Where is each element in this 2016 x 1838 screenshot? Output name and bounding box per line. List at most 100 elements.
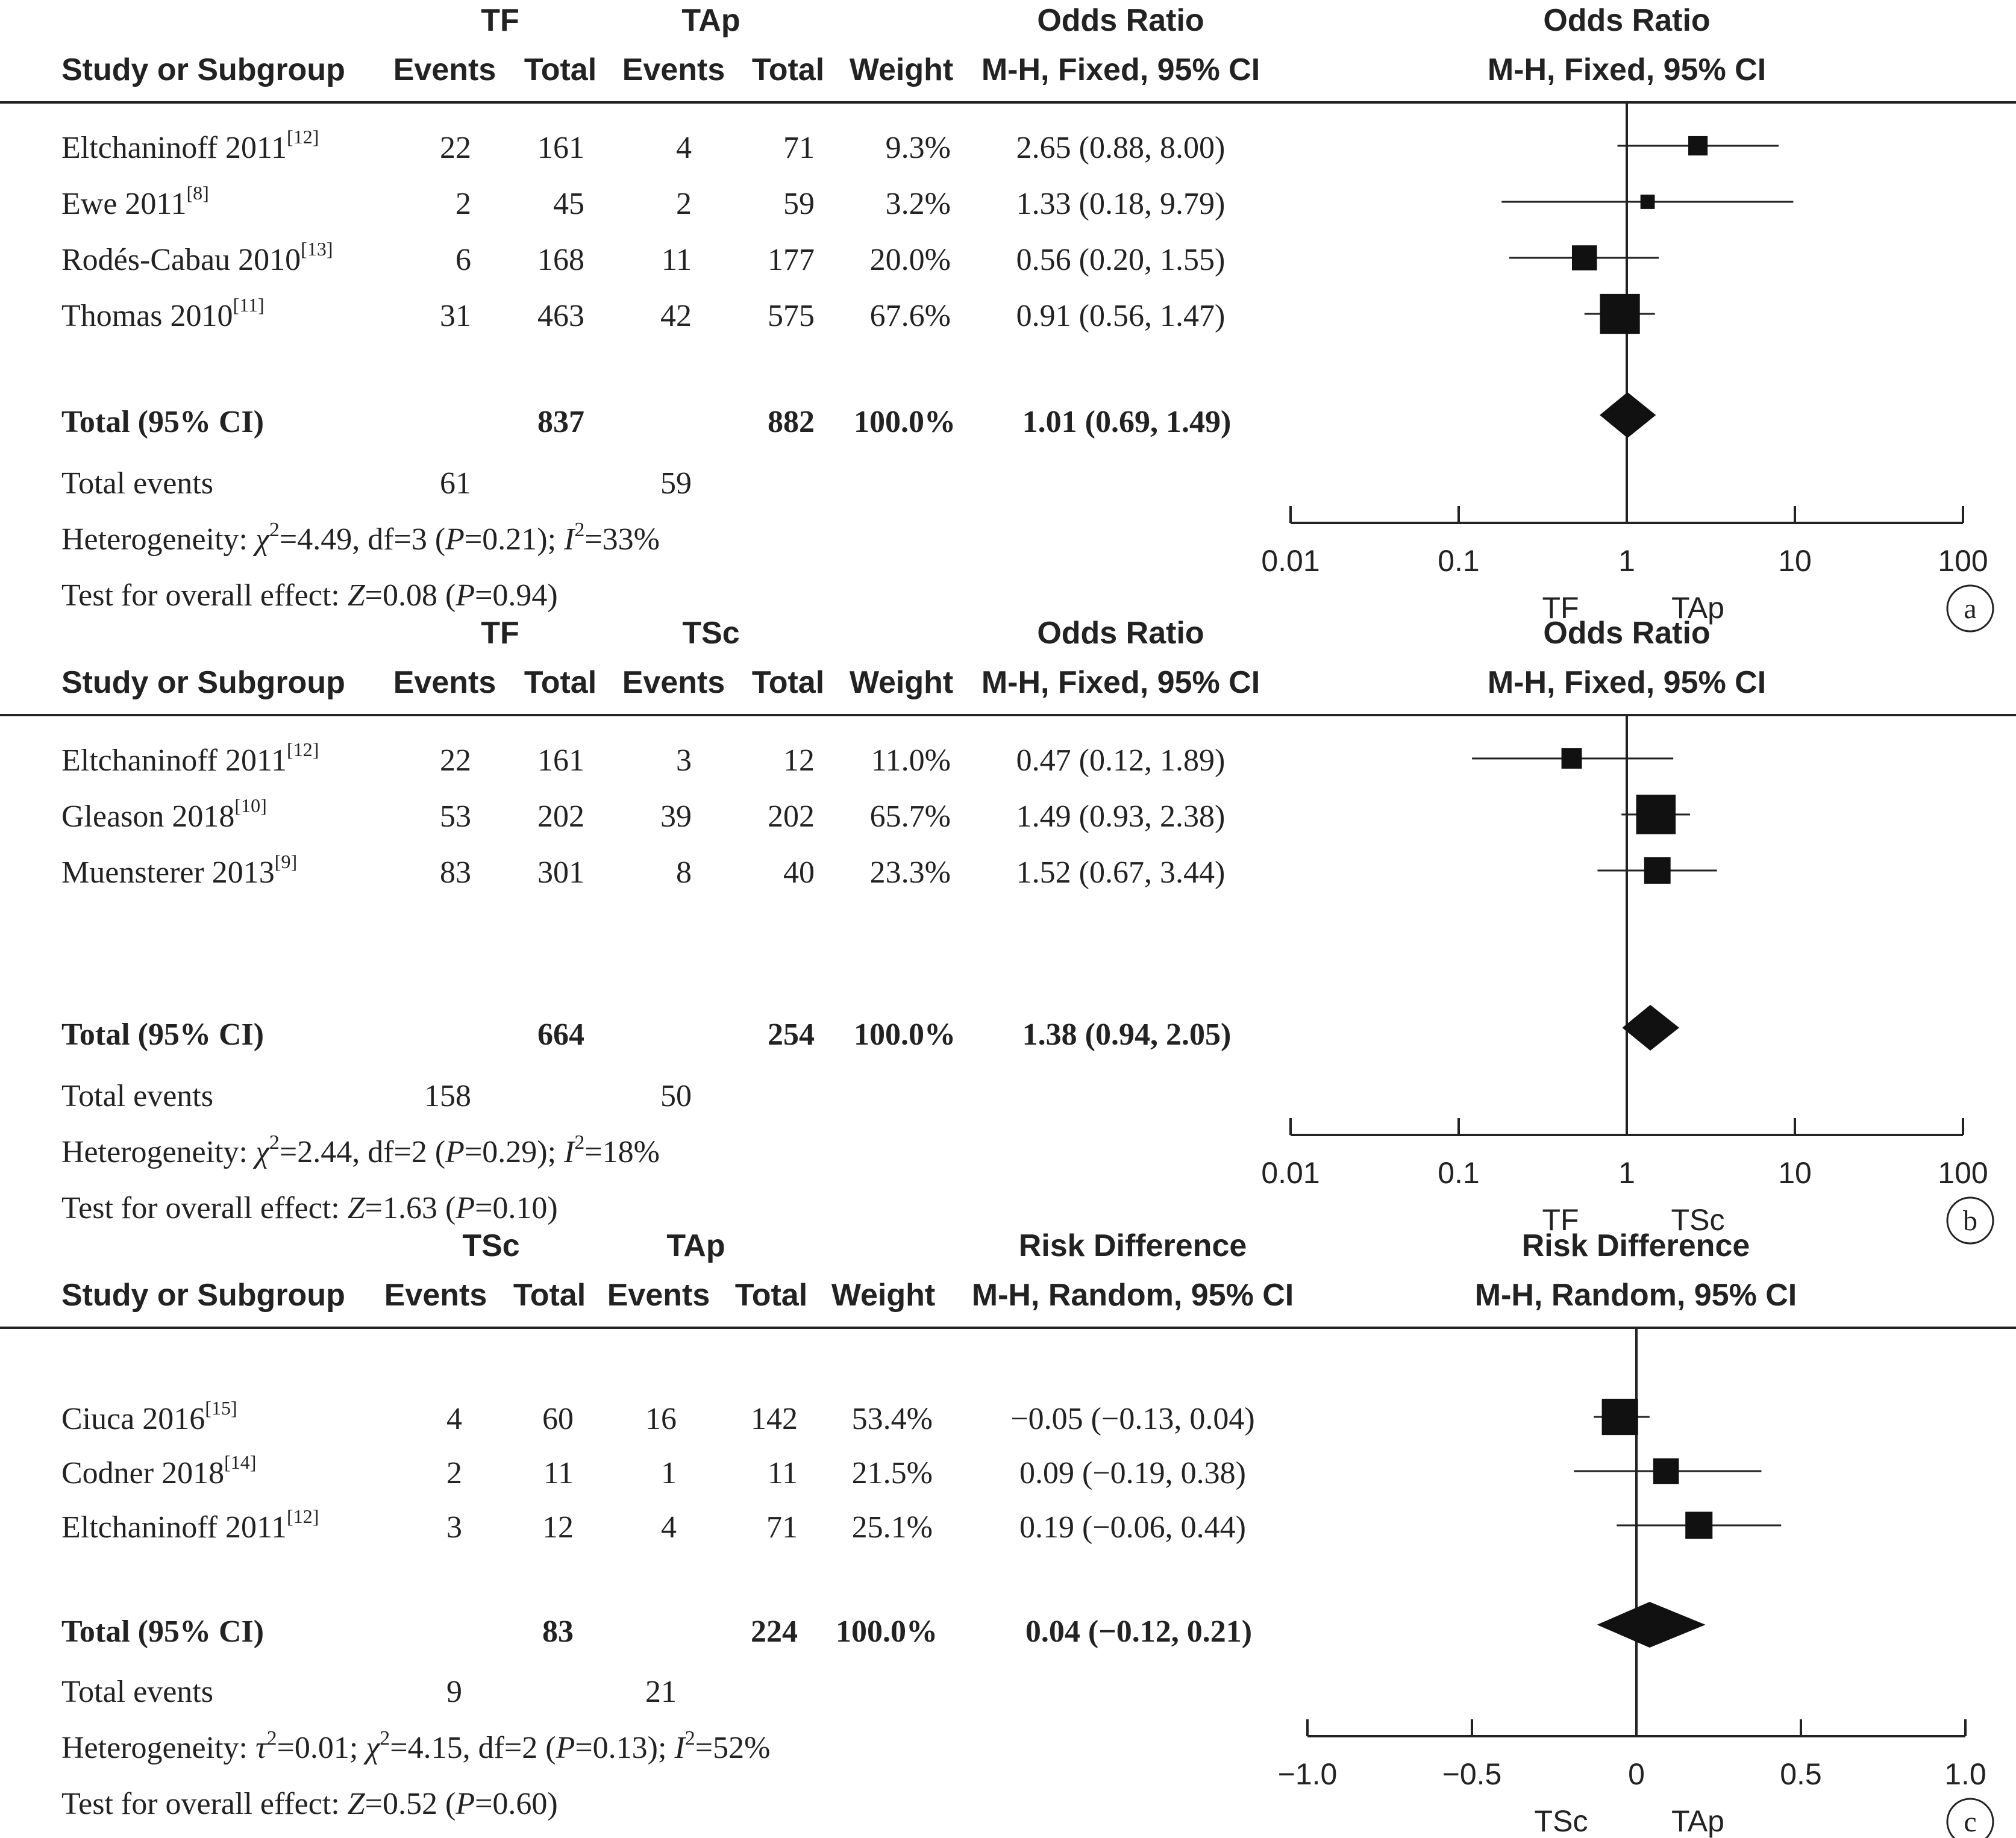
total-events2: 50 bbox=[660, 1079, 692, 1113]
forest-plot-a: 0.01 0.1 1 10 100 TF TAp a bbox=[1261, 101, 1994, 633]
effect-measure-header: Odds Ratio bbox=[1037, 616, 1204, 651]
total-events2: 59 bbox=[660, 466, 692, 501]
forest-panel-b: TF TSc Odds Ratio Odds Ratio Study or Subgro… bbox=[0, 613, 2016, 1245]
study-name-text: Eltchaninoff 2011 bbox=[61, 743, 287, 778]
x-tick-label: 0.1 bbox=[1438, 544, 1480, 578]
header-rule bbox=[0, 1327, 2016, 1329]
events2-value: 39 bbox=[660, 799, 692, 834]
x-tick-label: 1.0 bbox=[1944, 1757, 1986, 1791]
study-name: Codner 2018[14] bbox=[61, 1452, 256, 1489]
effect-ci-value: −0.05 (−0.13, 0.04) bbox=[1010, 1402, 1255, 1436]
events1-value: 2 bbox=[455, 187, 471, 221]
total2-value: 202 bbox=[768, 799, 815, 834]
events1-column-header: Events bbox=[393, 52, 496, 87]
total1-sum: 83 bbox=[542, 1615, 574, 1649]
x-tick-label: 0.01 bbox=[1261, 544, 1319, 578]
forest-plot-c: −1.0 −0.5 0 0.5 1.0 TSc TAp c bbox=[1278, 1327, 1994, 1838]
study-name: Muensterer 2013[9] bbox=[61, 852, 297, 889]
study-reference: [13] bbox=[301, 238, 333, 260]
effect-ci-value: 1.52 (0.67, 3.44) bbox=[1016, 855, 1226, 890]
total1-column-header: Total bbox=[524, 52, 597, 87]
weight-value: 53.4% bbox=[851, 1402, 933, 1436]
x-tick-label: 10 bbox=[1778, 544, 1812, 578]
weight-value: 65.7% bbox=[869, 799, 951, 834]
plot-measure-header: Risk Difference bbox=[1521, 1228, 1750, 1263]
study-estimate-marker bbox=[1640, 195, 1655, 209]
total2-sum: 254 bbox=[768, 1017, 815, 1052]
events1-value: 3 bbox=[446, 1510, 462, 1545]
forest-plot-b: 0.01 0.1 1 10 100 TF TSc b bbox=[1261, 714, 1994, 1245]
total1-value: 202 bbox=[537, 799, 584, 834]
study-estimate-marker bbox=[1561, 748, 1582, 769]
x-tick-label: 100 bbox=[1938, 544, 1988, 578]
total-events-label: Total events bbox=[61, 1079, 213, 1113]
total-events1: 9 bbox=[446, 1675, 462, 1709]
pooled-estimate-diamond bbox=[1622, 1005, 1679, 1051]
panel-label: c bbox=[1964, 1806, 1976, 1838]
weight-value: 11.0% bbox=[871, 743, 951, 778]
study-estimate-marker bbox=[1644, 857, 1671, 884]
study-reference: [12] bbox=[287, 1505, 319, 1527]
heterogeneity-text: Heterogeneity: χ2=2.44, df=2 (P=0.29); I… bbox=[61, 1131, 660, 1169]
study-reference: [14] bbox=[224, 1451, 257, 1473]
total1-column-header: Total bbox=[513, 1278, 586, 1313]
events2-column-header: Events bbox=[622, 665, 725, 700]
effect-ci-value: 0.56 (0.20, 1.55) bbox=[1016, 243, 1226, 277]
total-label: Total (95% CI) bbox=[61, 1017, 265, 1052]
x-tick-label: 0 bbox=[1628, 1757, 1645, 1791]
weight-column-header: Weight bbox=[831, 1278, 936, 1313]
study-estimate-marker bbox=[1688, 136, 1708, 156]
x-tick-label: −1.0 bbox=[1278, 1757, 1338, 1791]
events2-value: 1 bbox=[661, 1456, 677, 1490]
panel-label-circle bbox=[1946, 1798, 1994, 1838]
weight-column-header: Weight bbox=[849, 52, 954, 87]
weight-value: 21.5% bbox=[851, 1456, 933, 1490]
study-name: Ewe 2011[8] bbox=[61, 183, 209, 221]
study-name-text: Thomas 2010 bbox=[61, 299, 233, 333]
study-name-text: Ewe 2011 bbox=[61, 187, 187, 221]
events2-value: 3 bbox=[676, 743, 692, 778]
group2-header: TAp bbox=[666, 1228, 725, 1263]
favours-right-label: TSc bbox=[1671, 1203, 1725, 1237]
group1-header: TF bbox=[481, 616, 519, 651]
favours-left-label: TF bbox=[1542, 1203, 1579, 1237]
total-weight: 100.0% bbox=[854, 405, 956, 439]
forest-panel-c: TSc TAp Risk Difference Risk Difference Stud… bbox=[0, 1225, 2016, 1838]
total2-value: 142 bbox=[751, 1402, 798, 1436]
total1-value: 11 bbox=[543, 1456, 574, 1490]
x-tick-label: −0.5 bbox=[1442, 1757, 1502, 1791]
study-column-header: Study or Subgroup bbox=[61, 1278, 345, 1313]
effect-method-header: M-H, Fixed, 95% CI bbox=[981, 665, 1260, 700]
events1-value: 83 bbox=[440, 855, 471, 890]
study-reference: [10] bbox=[234, 795, 267, 816]
total-effect-ci: 1.38 (0.94, 2.05) bbox=[1022, 1017, 1232, 1052]
events1-column-header: Events bbox=[393, 665, 496, 700]
favours-right-label: TAp bbox=[1671, 1804, 1724, 1838]
total2-value: 59 bbox=[783, 187, 815, 221]
effect-method-header: M-H, Fixed, 95% CI bbox=[981, 52, 1260, 87]
study-estimate-marker bbox=[1685, 1511, 1713, 1539]
overall-effect-text: Test for overall effect: Z=0.08 (P=0.94) bbox=[61, 578, 558, 613]
study-reference: [8] bbox=[186, 182, 209, 204]
total-events1: 61 bbox=[440, 466, 471, 501]
header-rule bbox=[0, 101, 2016, 104]
total1-value: 45 bbox=[553, 187, 584, 221]
total-weight: 100.0% bbox=[854, 1017, 956, 1052]
events1-value: 2 bbox=[446, 1456, 462, 1490]
total1-value: 161 bbox=[537, 743, 584, 778]
total-weight: 100.0% bbox=[836, 1615, 938, 1649]
total1-sum: 837 bbox=[537, 405, 584, 439]
weight-value: 25.1% bbox=[851, 1510, 933, 1545]
study-estimate-marker bbox=[1636, 795, 1676, 834]
events2-value: 42 bbox=[660, 299, 692, 333]
effect-ci-value: 0.47 (0.12, 1.89) bbox=[1016, 743, 1226, 778]
total1-value: 60 bbox=[542, 1402, 574, 1436]
x-tick-label: 100 bbox=[1938, 1156, 1988, 1190]
study-name: Rodés-Cabau 2010[13] bbox=[61, 239, 333, 276]
events1-value: 22 bbox=[440, 743, 471, 778]
overall-effect-text: Test for overall effect: Z=0.52 (P=0.60) bbox=[61, 1787, 558, 1821]
total1-value: 12 bbox=[542, 1510, 574, 1545]
study-reference: [12] bbox=[287, 126, 319, 148]
total-events-label: Total events bbox=[61, 466, 213, 501]
